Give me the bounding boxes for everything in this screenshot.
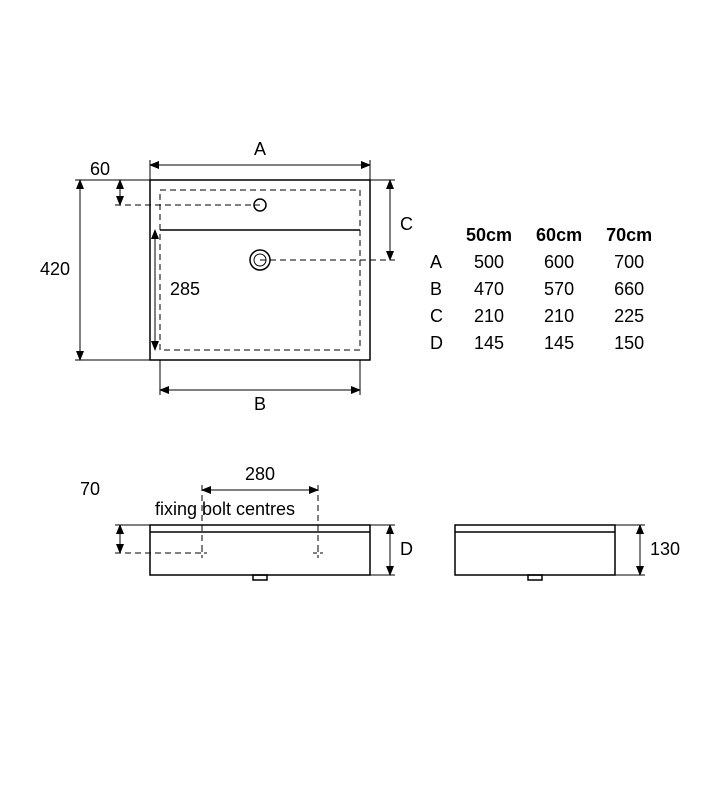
dim-60: 60 xyxy=(90,159,110,179)
dim-420: 420 xyxy=(40,259,70,279)
dim-C: C xyxy=(400,214,413,234)
dim-280: 280 xyxy=(245,464,275,484)
dim-B: B xyxy=(254,394,266,414)
row-C-label: C xyxy=(430,303,454,330)
table-row: A 500 600 700 xyxy=(430,249,664,276)
table-header-row: 50cm 60cm 70cm xyxy=(430,222,664,249)
bolt-note: fixing bolt centres xyxy=(155,499,295,519)
dim-285: 285 xyxy=(170,279,200,299)
row-D-label: D xyxy=(430,330,454,357)
table-row: B 470 570 660 xyxy=(430,276,664,303)
dim-A: A xyxy=(254,139,266,159)
col-60cm: 60cm xyxy=(524,222,594,249)
technical-drawing: A 60 420 285 C B xyxy=(0,0,728,800)
table-row: D 145 145 150 xyxy=(430,330,664,357)
front-view: 280 fixing bolt centres 70 D xyxy=(80,464,413,580)
side-view: 130 xyxy=(455,525,680,580)
top-view: A 60 420 285 C B xyxy=(40,139,413,414)
dimensions-table: 50cm 60cm 70cm A 500 600 700 B 470 570 6… xyxy=(430,222,664,357)
dim-130: 130 xyxy=(650,539,680,559)
dim-70: 70 xyxy=(80,479,100,499)
col-70cm: 70cm xyxy=(594,222,664,249)
table-row: C 210 210 225 xyxy=(430,303,664,330)
dim-D: D xyxy=(400,539,413,559)
row-A-label: A xyxy=(430,249,454,276)
col-50cm: 50cm xyxy=(454,222,524,249)
row-B-label: B xyxy=(430,276,454,303)
